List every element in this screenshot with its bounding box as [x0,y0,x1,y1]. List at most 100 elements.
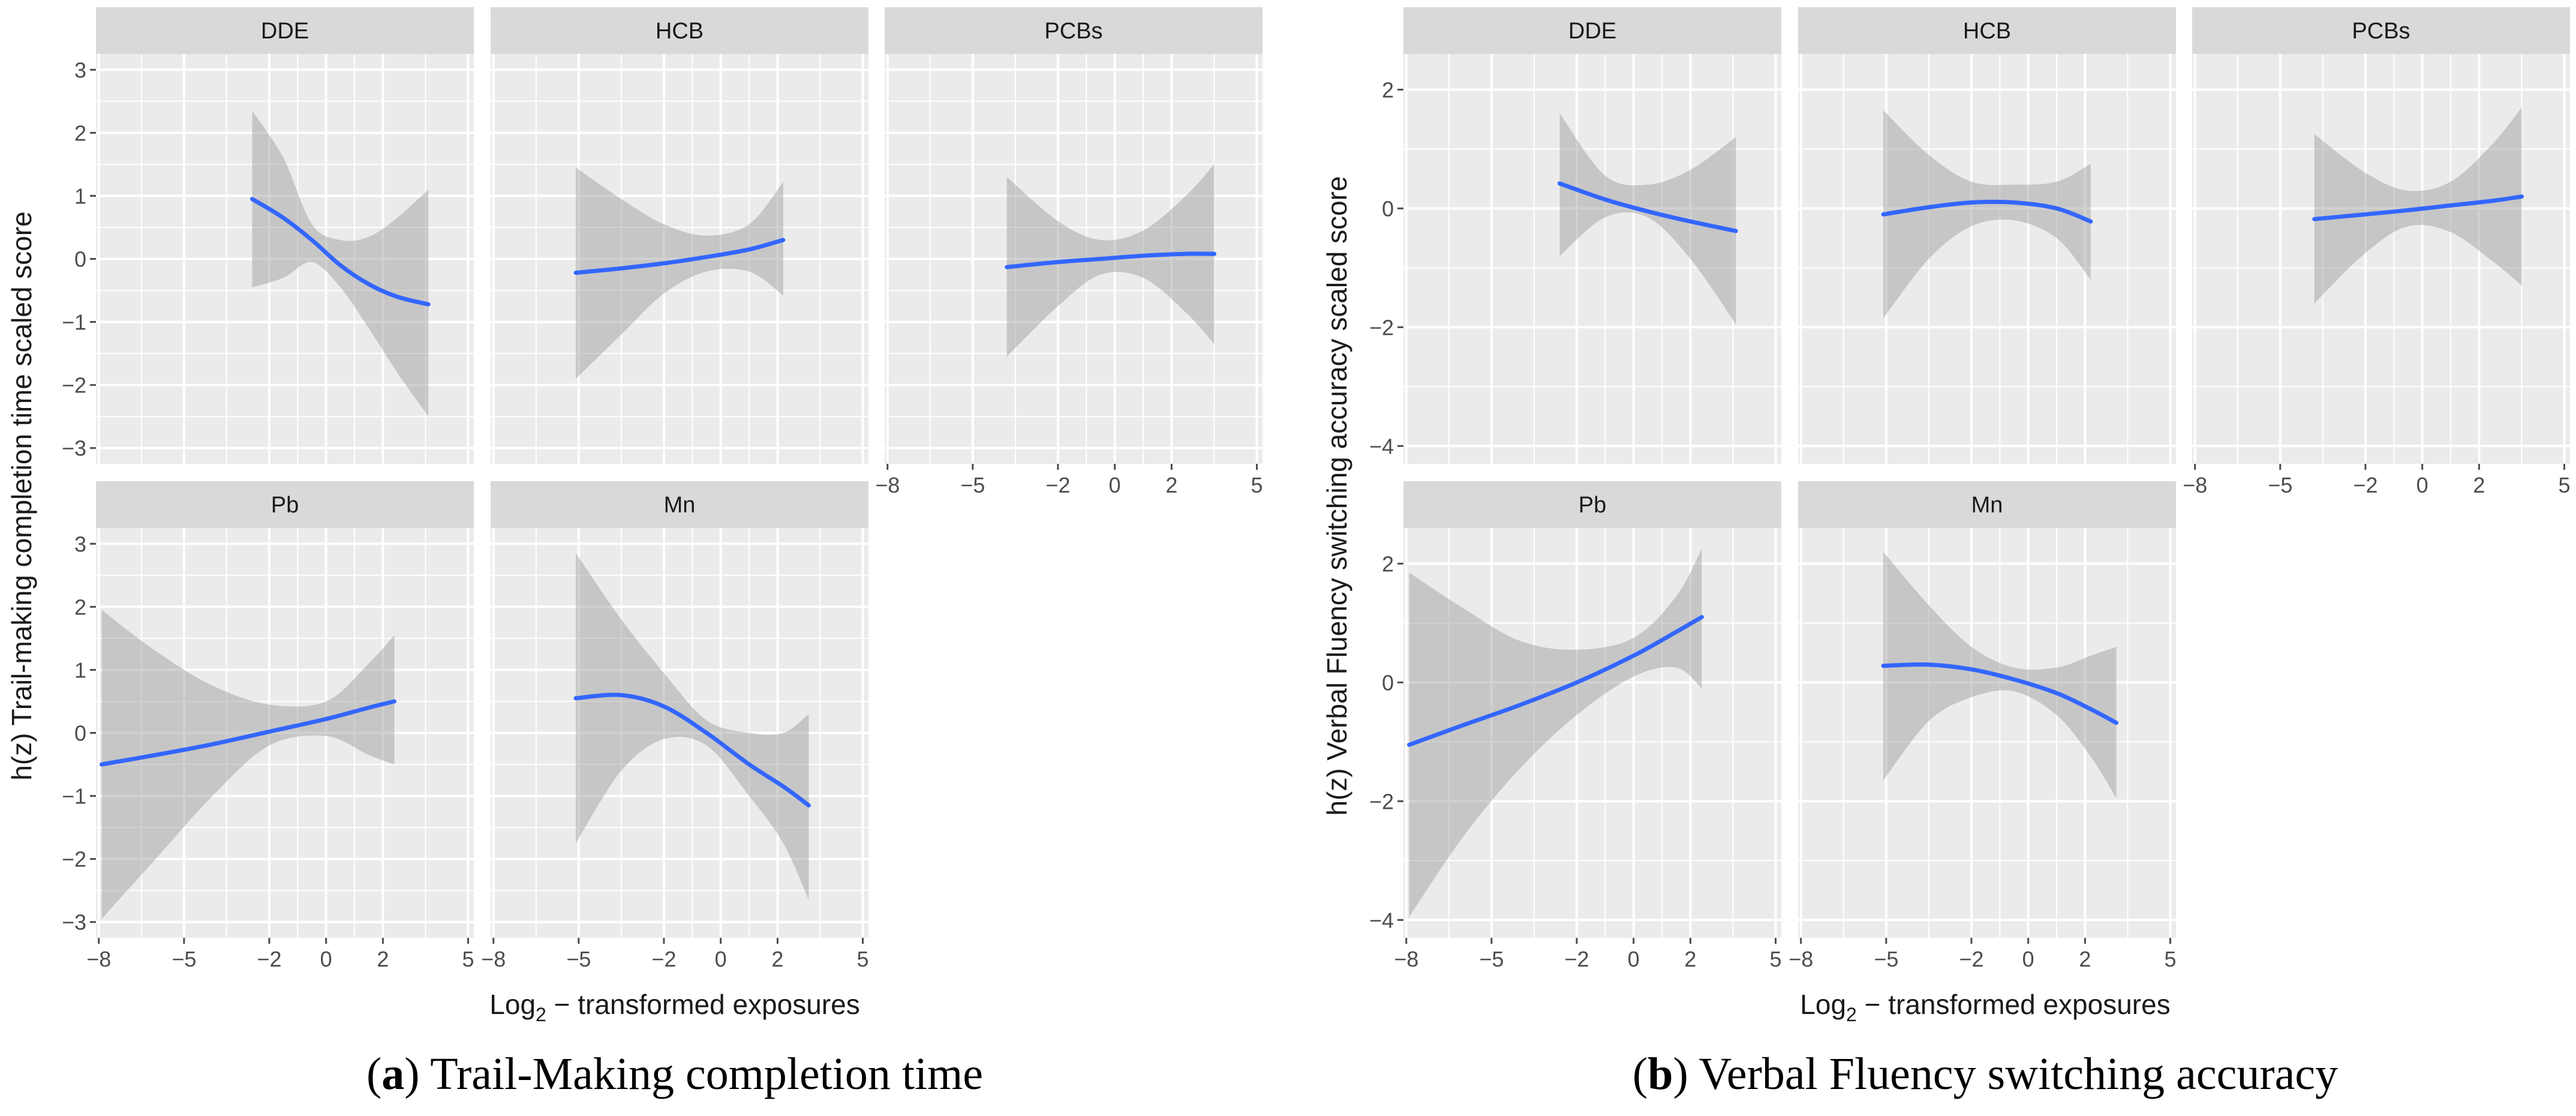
x-tick-label: 0 [2416,473,2428,497]
fit-line [1407,615,1704,747]
y-tick-label: 0 [1382,670,1394,695]
fit-line [1881,199,2093,224]
y-tick-label: 0 [74,721,86,746]
x-axis-title-base: Log [1800,989,1846,1020]
y-tick-label: 3 [74,532,86,556]
y-tick-label: 1 [74,658,86,682]
x-tick-label: −8 [481,947,506,971]
panel-strip-label: PCBs [2352,19,2410,44]
confidence-band [101,610,395,919]
y-tick-label: 2 [74,595,86,619]
x-tick-label: −5 [1874,947,1898,971]
y-tick-label: −4 [1369,434,1394,458]
x-tick-label: 2 [771,947,783,971]
caption-paren-open: ( [366,1049,381,1099]
confidence-band [1559,113,1736,325]
caption-paren-close: ) [1673,1049,1699,1099]
x-tick-label: −2 [1959,947,1983,971]
panel-pcbs: PCBs −8 −5 −2 0 2 5 [2183,7,2571,497]
panel-strip [2192,7,2570,54]
y-tick-label: 2 [74,121,86,145]
panel-strip [491,481,868,528]
panel-hcb: HCB [491,7,868,464]
y-tick-label: 1 [74,184,86,208]
x-axis-title-rest: − transformed exposures [546,989,860,1020]
x-tick-label: 0 [320,947,332,971]
caption-paren-close: ) [404,1049,430,1099]
x-tick-label: 5 [1770,947,1782,971]
x-axis-title-subscript: 2 [1846,1004,1857,1025]
y-tick-label: 0 [74,247,86,272]
panel-strip-label: HCB [1963,19,2011,44]
panel-strip [1403,7,1781,54]
panel-strip-label: Mn [664,493,696,518]
panel-strip [885,7,1263,54]
panel-strip-label: Mn [1971,493,2003,518]
panel-strip [1798,7,2176,54]
x-tick-label: −5 [566,947,591,971]
x-tick-label: 0 [1109,473,1121,497]
panel-background [1798,54,2176,464]
x-tick-label: 5 [1251,473,1263,497]
fit-line [573,238,786,275]
y-tick-label: −1 [62,784,86,809]
fit-line [100,699,396,767]
y-tick-label: −2 [62,373,86,398]
panel-pcbs: PCBs −8 −5 −2 0 2 5 [875,7,1263,497]
fit-line [1881,662,2118,725]
x-tick-label: −8 [1789,947,1813,971]
caption-letter: b [1648,1049,1673,1099]
panel-pb: Pb −4 −2 0 2 −8 −5 −2 0 2 5 [1369,481,1782,971]
confidence-band [2314,107,2522,304]
panel-strip-label: PCBs [1044,19,1102,44]
confidence-band [576,553,809,900]
y-tick-label: −3 [62,910,86,935]
panel-strip [96,7,474,54]
panel-strip [96,481,474,528]
x-axis-title-subscript: 2 [536,1004,546,1025]
x-tick-label: −5 [1479,947,1504,971]
panel-strip [1798,481,2176,528]
fit-line [573,692,811,808]
x-tick-label: −8 [875,473,900,497]
x-tick-label: 5 [857,947,869,971]
x-tick-label: 5 [2559,473,2571,497]
x-tick-label: 5 [2165,947,2177,971]
x-tick-label: −5 [960,473,985,497]
x-tick-label: −5 [2268,473,2292,497]
y-tick-label: −2 [1369,315,1394,340]
x-tick-label: −2 [1564,947,1589,971]
panel-dde: DDE −4 −2 0 2 [1369,7,1781,464]
panel-background [1403,54,1781,464]
panel-dde: DDE −3 −2 −1 0 1 2 3 [62,7,474,464]
fit-line [2312,194,2524,221]
caption-letter: a [381,1049,404,1099]
panel-strip-label: Pb [271,493,299,518]
panel-strip [491,7,868,54]
x-axis-title-rest: − transformed exposures [1857,989,2171,1020]
x-tick-label: −8 [86,947,111,971]
x-tick-label: −2 [1045,473,1070,497]
x-tick-label: −8 [1394,947,1418,971]
chart-b: DDE −4 −2 0 2 HCB PCBs −8 −5 −2 0 2 5 Pb −4 −2 0 2 −8 −5 −2 0… [1321,7,2571,1099]
y-tick-label: 0 [1382,196,1394,221]
x-tick-label: −5 [172,947,196,971]
x-tick-label: 2 [2473,473,2485,497]
x-tick-label: −2 [2353,473,2377,497]
confidence-band [1006,164,1215,357]
panel-background [1403,528,1781,938]
y-axis-title: h(z) Verbal Fluency switching accuracy s… [1321,176,1352,815]
x-tick-label: 2 [1165,473,1177,497]
panel-strip [1403,481,1781,528]
panel-background [2192,54,2570,464]
x-tick-label: 2 [2079,947,2091,971]
y-tick-label: −3 [62,436,86,461]
caption-text: Verbal Fluency switching accuracy [1699,1049,2338,1099]
panel-strip-label: DDE [1568,19,1616,44]
panel-hcb: HCB [1798,7,2176,464]
caption-text: Trail-Making completion time [430,1049,983,1099]
panel-pb: Pb −3 −2 −1 0 1 2 3 −8 −5 −2 0 2 5 [62,481,474,971]
panel-strip-label: HCB [656,19,704,44]
panel-background [1798,528,2176,938]
